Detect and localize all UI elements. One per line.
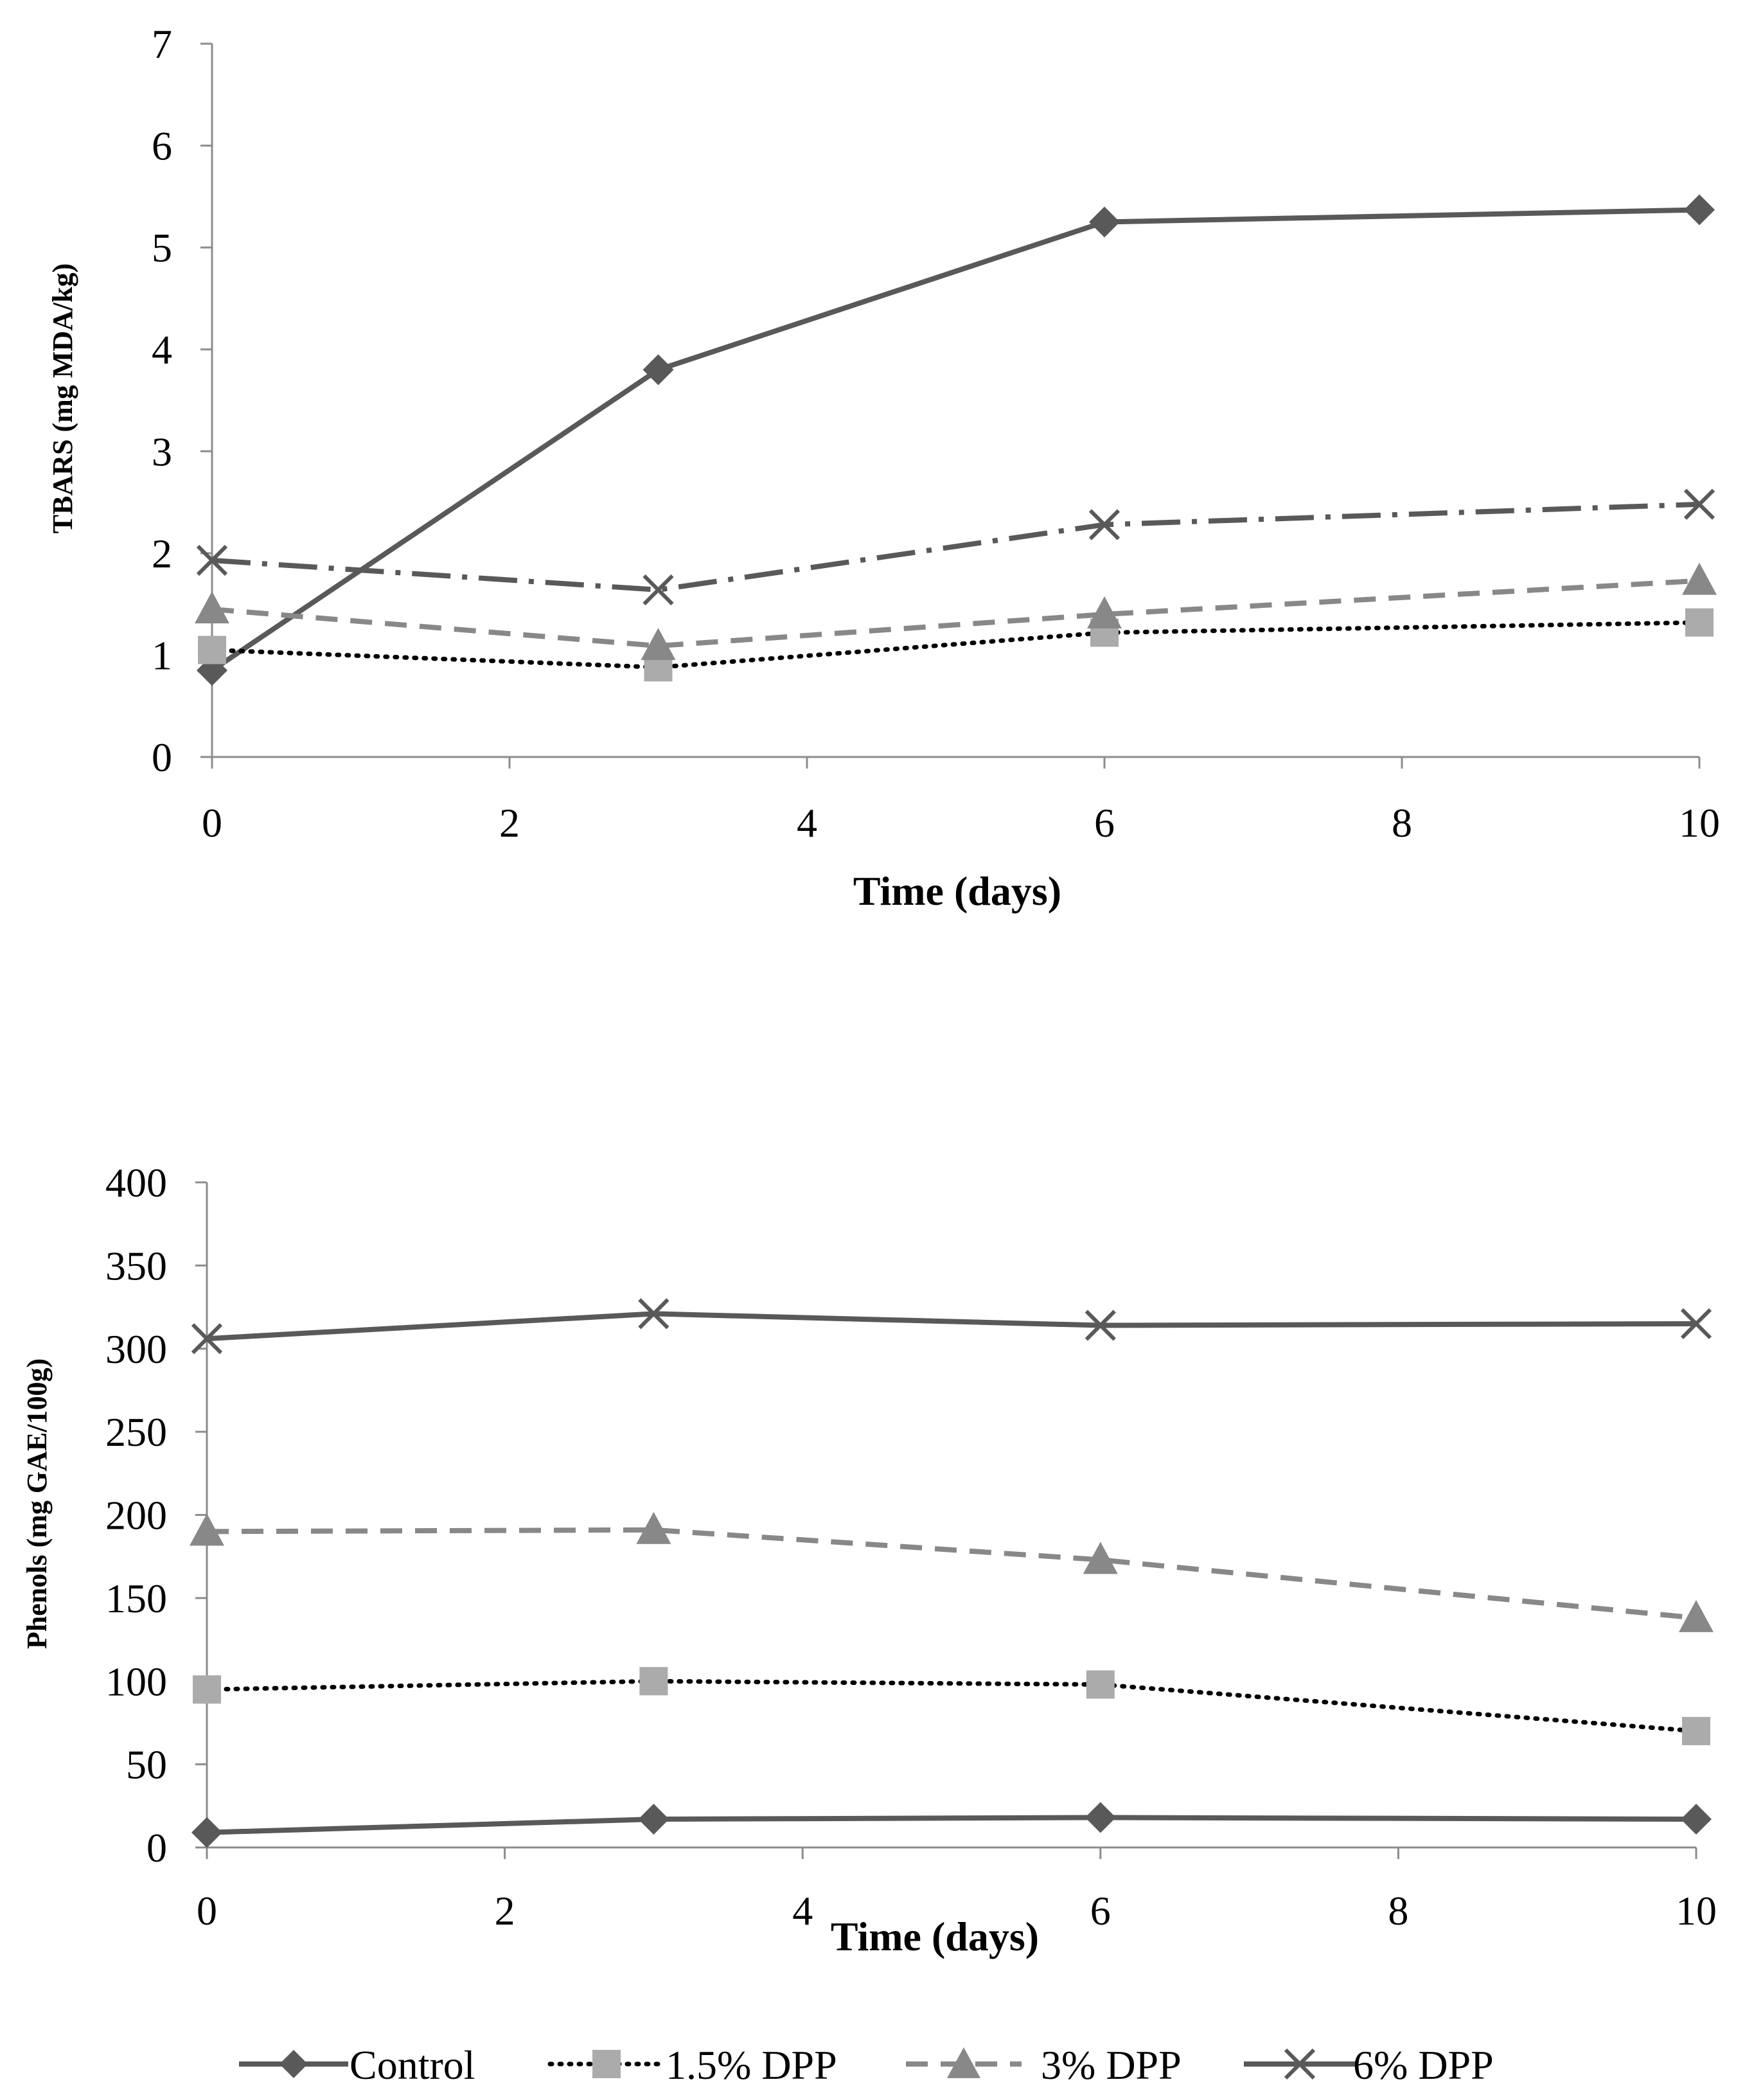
tbars-x-tick-label: 10: [1679, 800, 1720, 846]
phenols-x-tick-label: 10: [1676, 1888, 1717, 1934]
phenols-line-6-dpp: [206, 1311, 1697, 1342]
phenols-point-3-dpp: [636, 1511, 671, 1544]
phenols-y-tick-label: 100: [105, 1659, 167, 1704]
phenols-series-6-dpp: [191, 1298, 1712, 1355]
tbars-point-6-dpp: [1683, 488, 1715, 520]
phenols-x-tick-label: 6: [1090, 1888, 1111, 1934]
phenols-chart: 0 50 100 150 200 250 300 350 400 0 2 4 6 8 10 Time (da…: [21, 1160, 1717, 1959]
phenols-y-tick-label: 250: [105, 1409, 167, 1455]
phenols-point-control: [1085, 1802, 1116, 1833]
legend-label-3-dpp: 3% DPP: [1041, 2042, 1182, 2088]
tbars-x-tick-label: 0: [202, 800, 222, 846]
phenols-point-control: [638, 1804, 669, 1835]
tbars-line-control: [210, 207, 1700, 673]
phenols-point-6-dpp: [1680, 1308, 1712, 1340]
tbars-axes: 0 1 2 3 4 5 6 7 0 2 4 6 8 10: [152, 21, 1720, 846]
tbars-y-tick-label: 1: [152, 632, 172, 678]
legend: Control 1.5% DPP 3% DPP 6% DPP: [239, 2042, 1494, 2088]
tbars-y-tick-label: 4: [152, 327, 172, 373]
tbars-point-3-dpp: [1682, 562, 1717, 595]
tbars-series-6-dpp: [196, 488, 1715, 606]
tbars-series-control: [197, 194, 1715, 686]
phenols-series: [190, 1298, 1714, 1848]
tbars-series-3-dpp: [195, 562, 1717, 661]
tbars-y-tick-label: 3: [152, 429, 172, 474]
phenols-x-tick-label: 0: [197, 1888, 217, 1934]
tbars-x-axis-label: Time (days): [853, 868, 1061, 914]
tbars-point-control: [642, 354, 674, 386]
tbars-point-3-dpp: [195, 591, 229, 624]
phenols-series-1-5-dpp: [193, 1667, 1710, 1745]
tbars-x-tick-label: 8: [1392, 800, 1412, 846]
legend-marker-6-dpp: [1284, 2048, 1316, 2080]
legend-marker-1-5-dpp: [592, 2050, 621, 2078]
phenols-axes: 0 50 100 150 200 250 300 350 400 0 2 4 6 8 10: [105, 1160, 1717, 1934]
tbars-x-tick-label: 4: [797, 800, 817, 846]
tbars-y-tick-label: 7: [152, 21, 172, 67]
tbars-point-control: [1089, 206, 1120, 238]
legend-label-control: Control: [350, 2042, 475, 2088]
legend-marker-3-dpp: [947, 2047, 980, 2078]
phenols-y-tick-label: 400: [105, 1160, 167, 1206]
phenols-x-tick-label: 4: [792, 1888, 813, 1934]
tbars-point-6-dpp: [196, 544, 228, 576]
tbars-series: [195, 194, 1717, 686]
phenols-y-tick-label: 200: [105, 1493, 167, 1538]
tbars-y-tick-label: 5: [152, 225, 172, 271]
legend-label-6-dpp: 6% DPP: [1353, 2042, 1494, 2088]
phenols-y-tick-label: 50: [126, 1742, 167, 1788]
tbars-point-3-dpp: [1087, 596, 1122, 628]
phenols-point-1-5-dpp: [639, 1667, 668, 1696]
phenols-point-3-dpp: [190, 1513, 224, 1546]
phenols-y-tick-label: 350: [105, 1243, 167, 1288]
legend-item-control: Control: [239, 2042, 475, 2088]
legend-item-6-dpp: 6% DPP: [1244, 2042, 1494, 2088]
tbars-chart: 0 1 2 3 4 5 6 7 0 2 4 6 8 10 Time (days) TBARS (mg MD…: [47, 21, 1720, 914]
phenols-point-6-dpp: [638, 1298, 669, 1330]
tbars-series-1-5-dpp: [198, 608, 1714, 682]
phenols-x-tick-label: 8: [1388, 1888, 1408, 1934]
tbars-point-3-dpp: [641, 628, 676, 661]
tbars-point-1-5-dpp: [198, 636, 226, 664]
tbars-y-tick-label: 2: [152, 531, 172, 576]
phenols-x-axis-label: Time (days): [831, 1914, 1039, 1959]
phenols-point-1-5-dpp: [193, 1675, 221, 1704]
phenols-y-tick-label: 0: [146, 1825, 167, 1871]
legend-item-3-dpp: 3% DPP: [906, 2042, 1182, 2088]
legend-marker-control: [279, 2050, 308, 2078]
phenols-point-3-dpp: [1083, 1542, 1118, 1574]
tbars-point-control: [197, 655, 227, 686]
tbars-point-control: [1684, 194, 1715, 226]
tbars-point-6-dpp: [642, 574, 674, 606]
phenols-y-axis-label: Phenols (mg GAE/100g): [21, 1358, 53, 1649]
tbars-x-tick-label: 6: [1094, 800, 1115, 846]
phenols-point-6-dpp: [191, 1323, 223, 1355]
tbars-y-tick-label: 0: [152, 734, 172, 780]
phenols-point-control: [191, 1817, 222, 1848]
phenols-point-6-dpp: [1085, 1310, 1116, 1341]
phenols-line-1-5-dpp: [204, 1678, 1699, 1734]
phenols-y-tick-label: 150: [105, 1576, 167, 1621]
phenols-line-3-dpp: [206, 1527, 1697, 1621]
legend-item-1-5-dpp: 1.5% DPP: [547, 2042, 837, 2088]
phenols-series-control: [191, 1802, 1712, 1848]
tbars-y-axis-label: TBARS (mg MDA/kg): [47, 263, 78, 533]
phenols-series-3-dpp: [190, 1511, 1714, 1632]
phenols-x-tick-label: 2: [495, 1888, 515, 1934]
tbars-line-1-5-dpp: [209, 620, 1702, 670]
phenols-point-control: [1681, 1804, 1712, 1835]
phenols-point-3-dpp: [1679, 1599, 1714, 1632]
phenols-point-1-5-dpp: [1682, 1716, 1710, 1745]
tbars-line-6-dpp: [211, 501, 1700, 592]
phenols-line-control: [206, 1815, 1697, 1835]
tbars-line-3-dpp: [211, 578, 1700, 649]
tbars-x-tick-label: 2: [499, 800, 520, 846]
legend-label-1-5-dpp: 1.5% DPP: [666, 2042, 837, 2088]
tbars-point-6-dpp: [1088, 509, 1121, 540]
phenols-y-tick-label: 300: [105, 1326, 167, 1372]
tbars-y-tick-label: 6: [152, 123, 172, 169]
phenols-point-1-5-dpp: [1086, 1670, 1115, 1699]
tbars-point-1-5-dpp: [1685, 608, 1714, 637]
